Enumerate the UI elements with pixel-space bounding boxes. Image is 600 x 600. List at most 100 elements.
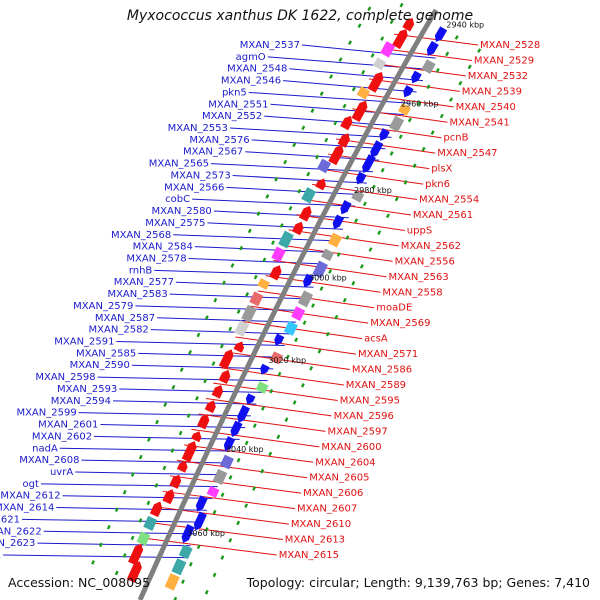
tick-dot [171, 384, 176, 390]
leader-line [94, 435, 240, 440]
tick-dot [98, 542, 103, 548]
tick-dot [146, 500, 151, 506]
reverse-gene-arrow [149, 501, 163, 518]
left-gene-label: MXAN_2567 [183, 147, 243, 158]
leader-line [257, 290, 375, 309]
tick-dot [342, 297, 347, 303]
kbp-label: 3020 kbp [268, 356, 306, 365]
tick-dot [239, 245, 244, 251]
leader-line [227, 351, 350, 371]
tick-dot [328, 269, 333, 274]
leader-line [213, 210, 349, 219]
tick-dot [228, 537, 233, 543]
left-gene-label: MXAN_2583 [107, 289, 167, 300]
tick-dot [130, 472, 135, 477]
leader-line [242, 321, 363, 340]
reverse-gene-arrow [298, 206, 312, 222]
left-gene-label: MXAN_2601 [38, 420, 98, 431]
right-gene-label: MXAN_2610 [291, 519, 351, 530]
tick-dot [256, 211, 261, 216]
tick-dot [114, 507, 119, 513]
tick-dot [333, 120, 338, 126]
tick-dot [173, 596, 178, 600]
leader-line [59, 447, 235, 452]
leader-line [288, 229, 399, 247]
tick-dot [407, 117, 412, 123]
tick-dot [403, 180, 408, 185]
kbp-label: 3040 kbp [226, 445, 264, 454]
tick-dot [421, 146, 426, 152]
forward-gene-block [269, 351, 284, 365]
tick-dot [342, 103, 347, 109]
tick-dot [311, 303, 315, 308]
left-gene-label: MXAN_2602 [32, 431, 92, 442]
forward-gene-arrow [245, 393, 256, 405]
left-gene-label: MXAN_2590 [70, 360, 130, 371]
tick-dot [345, 235, 350, 240]
left-gene-label: MXAN_2548 [227, 64, 287, 75]
tick-dot [294, 337, 299, 343]
left-gene-label: MXAN_2552 [202, 111, 262, 122]
forward-gene-block [397, 103, 412, 116]
tick-dot [262, 257, 267, 263]
right-gene-label: MXAN_2541 [450, 117, 510, 128]
right-gene-label: plsX [431, 164, 452, 175]
tick-dot [211, 361, 216, 366]
leader-line [264, 115, 398, 127]
left-gene-label: MXAN_2614 [0, 503, 54, 514]
right-gene-label: MXAN_2562 [401, 241, 461, 252]
right-gene-label: MXAN_2613 [285, 535, 345, 546]
reverse-gene-arrow [315, 178, 326, 191]
forward-gene-block [312, 260, 328, 279]
tick-dot [220, 555, 225, 560]
forward-gene-arrow [260, 363, 270, 375]
reverse-gene-arrow [291, 221, 304, 236]
tick-dot [319, 286, 324, 291]
tick-dot [300, 383, 305, 388]
tick-dot [213, 297, 218, 303]
left-gene-label: MXAN_2537 [240, 40, 300, 51]
forward-gene-arrow [434, 26, 448, 42]
forward-gene-arrow [411, 70, 422, 84]
forward-gene-block [171, 558, 187, 576]
reverse-gene-arrow [328, 144, 344, 166]
tick-dot [351, 86, 356, 92]
tick-dot [196, 544, 201, 550]
forward-gene-arrow [332, 214, 345, 230]
leader-line [377, 63, 466, 77]
right-gene-label: MXAN_2606 [303, 488, 363, 499]
leader-line [162, 490, 296, 510]
forward-gene-block [255, 381, 269, 394]
tick-dot [362, 201, 367, 207]
tick-dot [170, 448, 175, 453]
reverse-gene-arrow [392, 29, 408, 50]
left-gene-label: MXAN_2585 [76, 348, 136, 359]
tick-dot [430, 130, 435, 135]
forward-gene-block [164, 573, 180, 591]
right-gene-label: acsA [364, 334, 388, 345]
right-gene-label: MXAN_2600 [321, 442, 381, 453]
left-gene-label: MXAN_2623 [0, 538, 35, 549]
leader-line [327, 153, 430, 170]
forward-gene-arrow [230, 420, 243, 437]
tick-dot [154, 483, 159, 488]
left-gene-label: MXAN_2546 [221, 76, 281, 87]
tick-dot [292, 400, 297, 405]
leader-line [220, 367, 344, 386]
leader-line [176, 459, 308, 479]
leader-line [283, 80, 417, 93]
tick-dot [220, 492, 225, 498]
leader-line [207, 222, 343, 230]
right-gene-label: MXAN_2547 [437, 148, 497, 159]
forward-gene-arrow [237, 404, 250, 423]
tick-dot [398, 134, 403, 140]
left-gene-label: MXAN_2568 [111, 230, 171, 241]
right-gene-label: MXAN_2556 [395, 256, 455, 267]
left-gene-label: MXAN_2573 [170, 170, 230, 181]
forward-gene-block [178, 544, 193, 560]
leader-line [304, 199, 411, 216]
left-gene-label: rnhB [129, 265, 153, 276]
right-gene-label: MXAN_2597 [328, 426, 388, 437]
tick-dot [367, 6, 372, 12]
leader-line [205, 398, 332, 417]
